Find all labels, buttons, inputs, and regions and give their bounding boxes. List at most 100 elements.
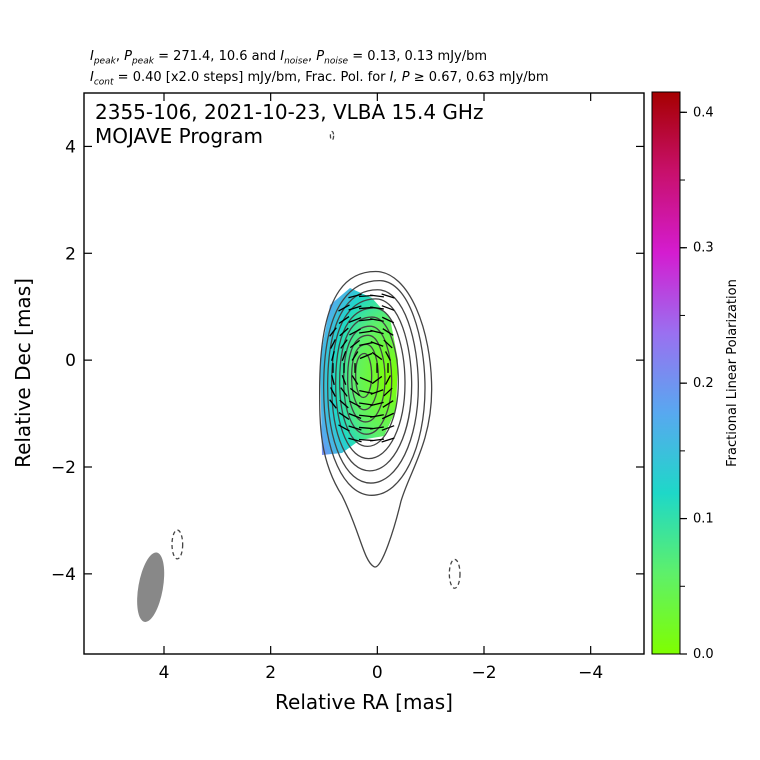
evpa-stick [339, 327, 349, 337]
evpa-stick [384, 351, 392, 361]
evpa-stick [382, 328, 394, 336]
evpa-stick [370, 294, 384, 298]
evpa-stick [382, 400, 394, 408]
colorbar-ticks: 0.0 0.1 0.2 0.3 0.4 [680, 105, 714, 662]
ipeak-symbol: I [90, 49, 94, 64]
evpa-stick [370, 318, 384, 322]
evpa-stick [359, 402, 373, 406]
header-line-2: Icont = 0.40 [x2.0 steps] mJy/bm, Frac. … [90, 70, 549, 88]
x-tick-label: −2 [471, 663, 496, 683]
evpa-stick [381, 425, 395, 431]
y-axis-label: Relative Dec [mas] [11, 278, 35, 468]
colorbar-label: Fractional Linear Polarization [725, 279, 740, 467]
evpa-stick [349, 339, 361, 349]
evpa-stick [359, 352, 373, 360]
contour-level [335, 307, 406, 460]
contour-level [323, 279, 426, 496]
evpa-stick [338, 316, 350, 324]
evpa-stick [348, 305, 362, 311]
evpa-stick [359, 330, 373, 334]
x-tick-label: 0 [372, 663, 383, 683]
ppeak-symbol: P [124, 49, 132, 64]
evpa-stick [348, 437, 362, 443]
evpa-stick [349, 387, 361, 397]
evpa-stick [370, 306, 384, 310]
negative-contours [171, 130, 461, 589]
plot-content [137, 130, 461, 622]
peak-values: = 271.4, 10.6 and [158, 49, 277, 64]
chart-title-line-1: 2355-106, 2021-10-23, VLBA 15.4 GHz [95, 100, 483, 124]
y-ticks: −4 −2 0 2 4 [51, 137, 644, 585]
pnoise-sub: noise [324, 56, 349, 67]
colorbar [651, 91, 681, 655]
evpa-stick [338, 412, 350, 420]
y-tick-label: 4 [65, 137, 76, 157]
evpa-stick [351, 375, 359, 385]
x-tick-label: 4 [159, 663, 170, 683]
x-ticks: 4 2 0 −2 −4 [159, 93, 603, 683]
evpa-stick [370, 426, 384, 430]
ppeak-sub: peak [131, 56, 154, 67]
evpa-stick [370, 329, 384, 335]
y-tick-label: 0 [65, 351, 76, 371]
evpa-stick [329, 327, 337, 337]
cont-text: = 0.40 [x2.0 steps] mJy/bm, Frac. Pol. f… [117, 70, 386, 85]
ip-symbols: I, P [389, 70, 410, 85]
evpa-stick [381, 305, 395, 311]
evpa-stick [330, 339, 336, 349]
colorbar-tick-label: 0.2 [693, 376, 714, 391]
evpa-stick [359, 318, 373, 322]
evpa-stick [349, 328, 361, 336]
contour-level [319, 270, 433, 568]
evpa-sticks [329, 293, 395, 443]
negative-contour [329, 130, 335, 141]
evpa-stick [381, 293, 395, 299]
evpa-stick [331, 351, 335, 361]
colorbar-tick-label: 0.1 [693, 512, 714, 527]
evpa-stick [338, 424, 350, 432]
evpa-stick [348, 316, 362, 324]
evpa-stick [359, 389, 373, 395]
plot-frame [83, 92, 645, 655]
evpa-stick [341, 351, 347, 361]
evpa-stick [329, 399, 337, 409]
pnoise-symbol: P [316, 49, 325, 64]
x-tick-label: 2 [265, 663, 276, 683]
colorbar-tick-label: 0.4 [693, 105, 714, 120]
evpa-stick [340, 339, 348, 349]
icont-symbol: I [90, 70, 94, 85]
evpa-stick [351, 351, 359, 361]
inoise-sub: noise [284, 56, 309, 67]
evpa-stick [370, 389, 384, 395]
evpa-stick [370, 438, 384, 442]
evpa-stick [341, 375, 347, 385]
header-line-1: Ipeak, Ppeak = 271.4, 10.6 and Inoise, P… [90, 49, 488, 67]
evpa-stick [349, 400, 361, 408]
threshold-text: ≥ 0.67, 0.63 mJy/bm [413, 70, 549, 85]
icont-sub: cont [93, 77, 114, 88]
ipeak-sub: peak [93, 56, 116, 67]
evpa-stick [381, 316, 395, 324]
colorbar-tick-label: 0.3 [693, 241, 714, 256]
x-axis-label: Relative RA [mas] [275, 690, 453, 714]
evpa-stick [371, 375, 383, 385]
evpa-stick [348, 293, 362, 299]
y-tick-label: 2 [65, 244, 76, 264]
x-tick-label: −4 [578, 663, 603, 683]
negative-contour [448, 558, 461, 589]
evpa-stick [359, 414, 373, 418]
chart-title-line-2: MOJAVE Program [95, 124, 263, 148]
evpa-stick [331, 375, 335, 385]
colorbar-tick-label: 0.0 [693, 647, 714, 662]
evpa-stick [348, 412, 362, 420]
negative-contour [171, 529, 184, 560]
evpa-stick [338, 304, 350, 312]
evpa-stick [370, 414, 384, 418]
evpa-stick [370, 341, 384, 347]
inoise-symbol: I [280, 49, 285, 64]
evpa-stick [348, 425, 362, 431]
evpa-stick [359, 376, 373, 384]
noise-values: = 0.13, 0.13 mJy/bm [352, 49, 488, 64]
evpa-stick [383, 387, 393, 397]
